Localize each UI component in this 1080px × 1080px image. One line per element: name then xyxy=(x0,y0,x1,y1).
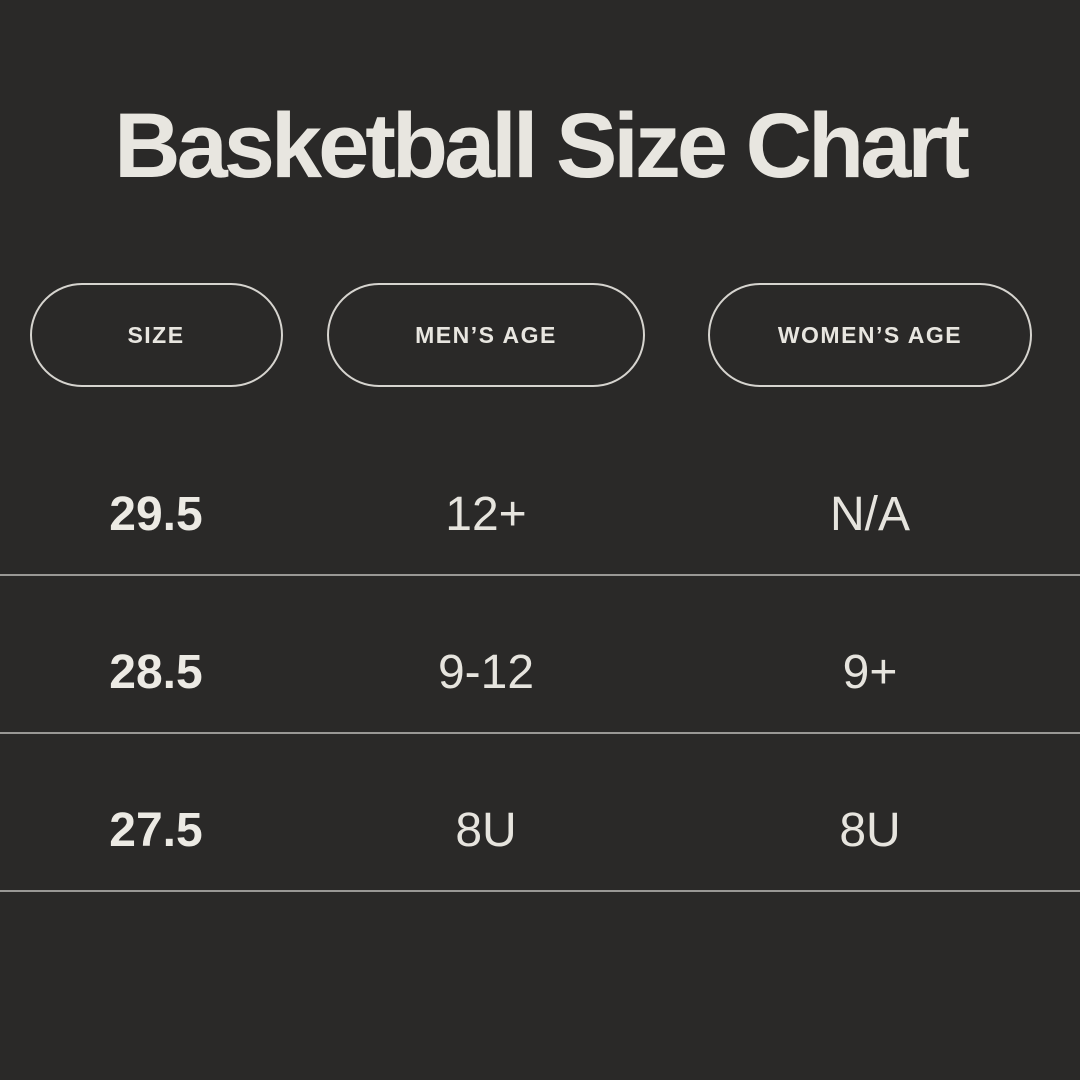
cell-womens-age: 9+ xyxy=(842,645,898,699)
column-header-label-womens-age: WOMEN’S AGE xyxy=(777,321,963,348)
header-cell-womens-age: WOMEN’S AGE xyxy=(660,283,1080,387)
column-header-pill-womens-age: WOMEN’S AGE xyxy=(708,283,1032,387)
cell-size: 27.5 xyxy=(109,803,203,857)
size-table: 29.5 12+ N/A 28.5 9-12 9+ 27.5 8U 8U xyxy=(0,418,1080,892)
column-header-label-mens-age: MEN’S AGE xyxy=(415,321,557,348)
column-header-label-size: SIZE xyxy=(127,321,185,348)
header-cell-size: SIZE xyxy=(0,283,312,387)
cell-womens-age: N/A xyxy=(829,487,910,541)
cell-mens-age: 12+ xyxy=(445,487,527,541)
column-header-pill-size: SIZE xyxy=(29,283,283,387)
header-cell-mens-age: MEN’S AGE xyxy=(312,283,660,387)
cell-mens-age: 9-12 xyxy=(437,645,535,699)
column-header-pill-mens-age: MEN’S AGE xyxy=(327,283,645,387)
page-title: Basketball Size Chart xyxy=(114,95,970,197)
cell-womens-age: 8U xyxy=(839,803,901,857)
table-header-row: SIZE MEN’S AGE WOMEN’S AGE xyxy=(0,283,1080,387)
cell-size: 29.5 xyxy=(109,487,203,541)
table-row: 28.5 9-12 9+ xyxy=(0,576,1080,734)
cell-mens-age: 8U xyxy=(455,803,517,857)
cell-size: 28.5 xyxy=(109,645,203,699)
table-row: 27.5 8U 8U xyxy=(0,734,1080,892)
table-row: 29.5 12+ N/A xyxy=(0,418,1080,576)
